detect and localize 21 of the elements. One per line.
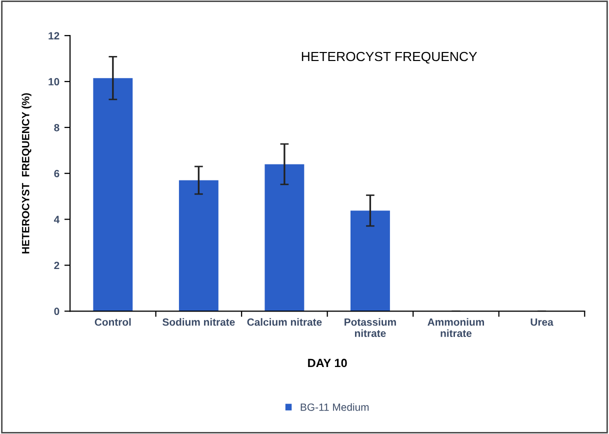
bar	[350, 210, 390, 312]
y-tick-label: 0	[54, 308, 60, 316]
x-tick-label: Potassium nitrate	[344, 318, 396, 337]
y-tick-label: 12	[48, 32, 60, 40]
x-tick-label: Sodium nitrate	[162, 318, 235, 326]
bar	[264, 164, 304, 312]
y-tick-label: 4	[54, 216, 60, 224]
x-tick-label: Control	[94, 318, 131, 326]
y-tick-label: 8	[54, 124, 60, 132]
y-tick-label: 6	[54, 170, 60, 178]
y-tick-label: 2	[54, 262, 60, 270]
x-tick-label: Calcium nitrate	[247, 318, 322, 326]
x-axis-title: DAY 10	[308, 358, 347, 368]
x-tick-label: Ammonium nitrate	[428, 318, 484, 337]
text: HETEROCYST FREQUENCY	[302, 52, 478, 64]
x-tick-label: Urea	[530, 318, 554, 326]
legend-label: BG-11 Medium	[300, 403, 369, 411]
bar	[93, 78, 133, 312]
y-tick-label: 10	[48, 78, 60, 86]
y-axis-title: HETEROCYST FREQUENCY (%)	[22, 93, 32, 254]
bar	[178, 180, 218, 312]
